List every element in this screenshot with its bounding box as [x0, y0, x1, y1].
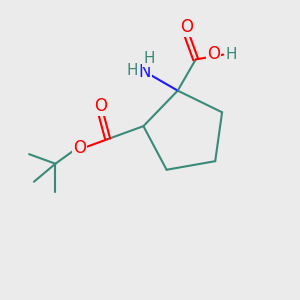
Text: H: H: [143, 51, 154, 66]
Text: O: O: [94, 97, 107, 115]
Text: N: N: [139, 63, 151, 81]
Text: O: O: [207, 45, 220, 63]
Text: H: H: [226, 47, 237, 62]
Text: H: H: [126, 63, 137, 78]
Text: O: O: [73, 139, 86, 157]
Text: O: O: [180, 18, 193, 36]
